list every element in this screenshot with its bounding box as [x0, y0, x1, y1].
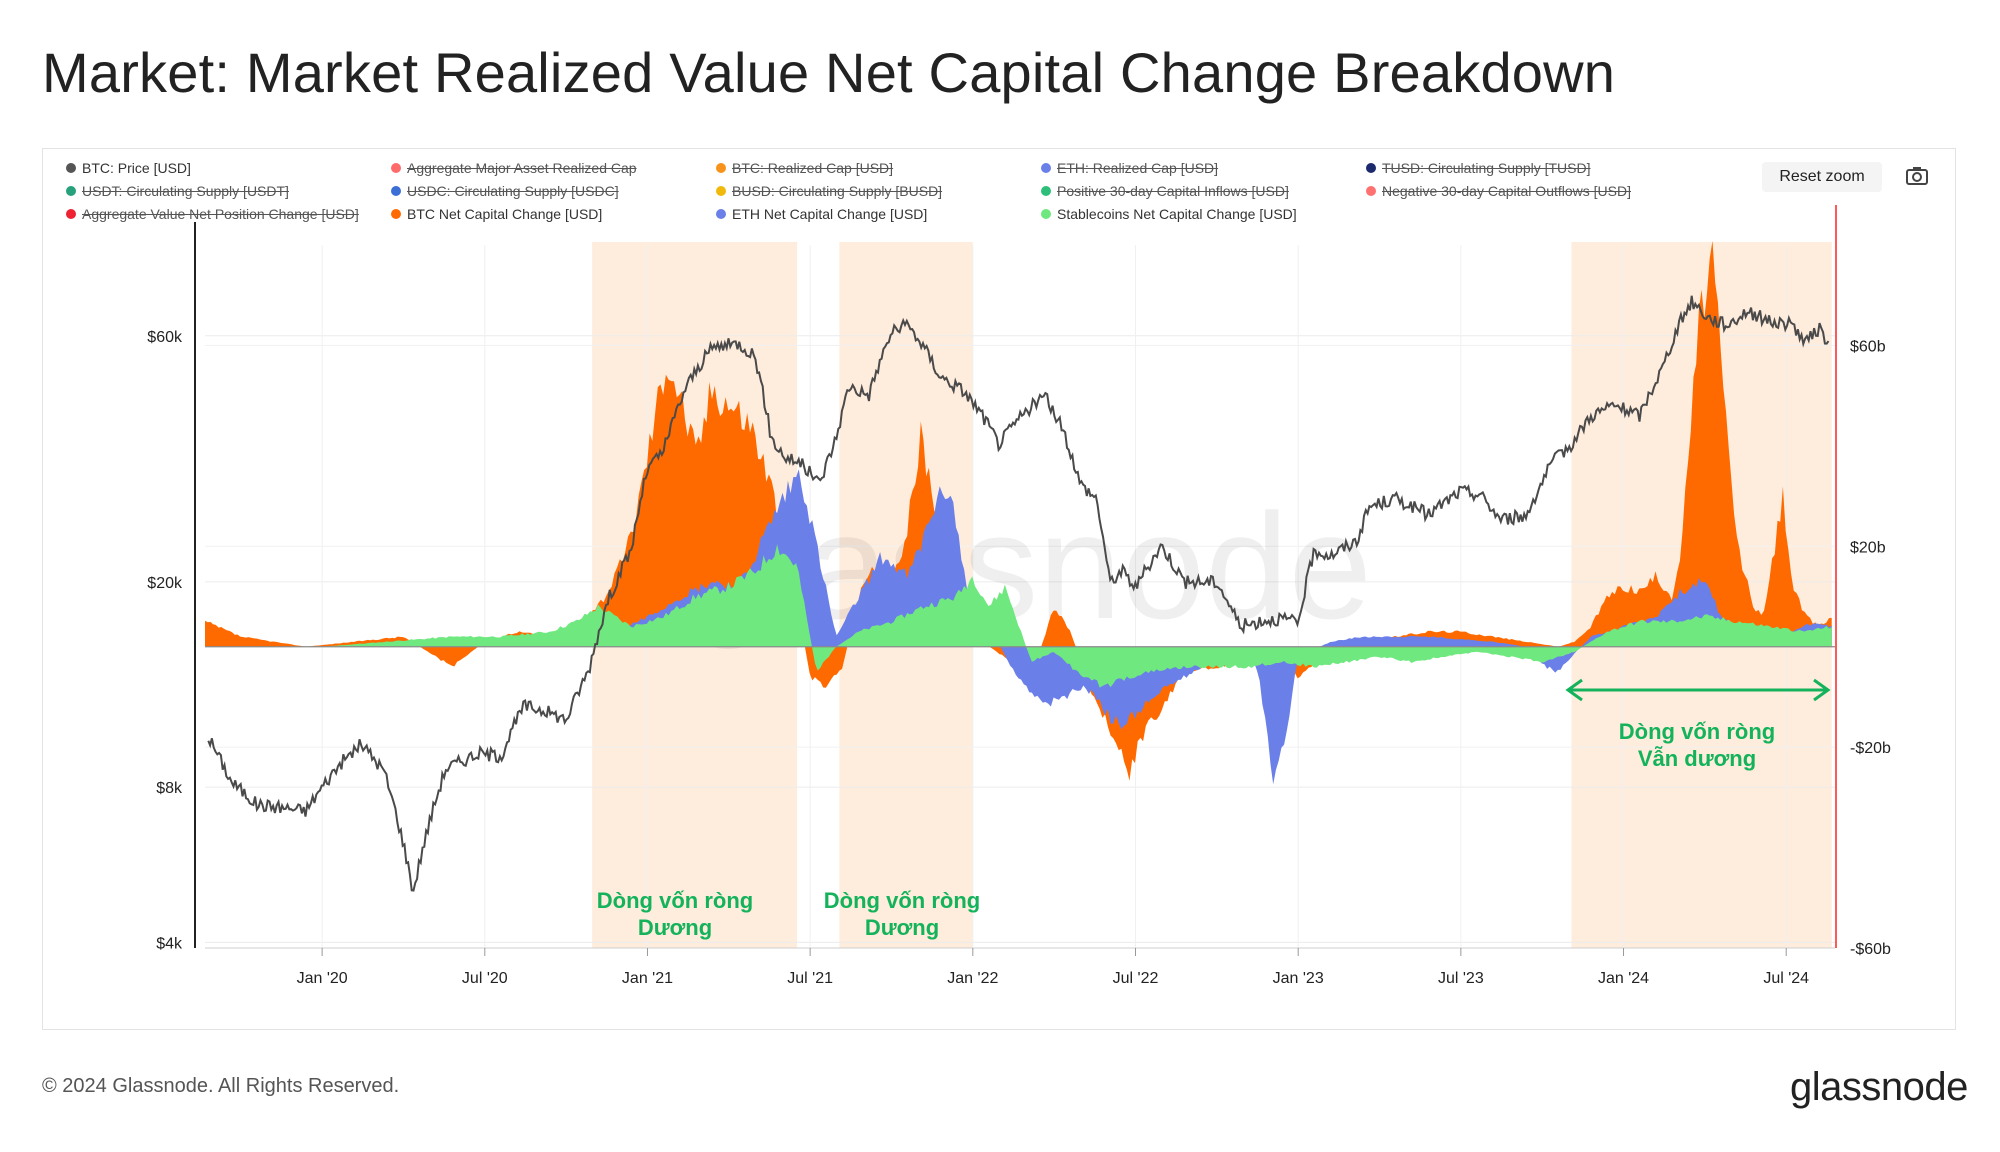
legend-item[interactable]: ETH: Realized Cap [USD]: [1041, 160, 1218, 176]
legend-item[interactable]: BTC: Price [USD]: [66, 160, 191, 176]
annotation-positive-3-line2: Vẫn dương: [1638, 746, 1756, 771]
legend-label: TUSD: Circulating Supply [TUSD]: [1382, 160, 1591, 176]
left-tick-label: $4k: [156, 935, 183, 952]
legend-dot-icon: [66, 186, 76, 196]
legend-item[interactable]: USDT: Circulating Supply [USDT]: [66, 183, 289, 199]
legend-item[interactable]: USDC: Circulating Supply [USDC]: [391, 183, 619, 199]
legend-label: Aggregate Major Asset Realized Cap: [407, 160, 637, 176]
legend-item[interactable]: BTC: Realized Cap [USD]: [716, 160, 893, 176]
legend-item[interactable]: TUSD: Circulating Supply [TUSD]: [1366, 160, 1591, 176]
chart-panel: [42, 148, 1956, 1030]
legend-item[interactable]: Aggregate Major Asset Realized Cap: [391, 160, 637, 176]
annotation-positive-1-line2: Dương: [638, 915, 712, 940]
x-tick-label: Jan '23: [1273, 970, 1324, 987]
left-tick-label: $60k: [147, 329, 183, 346]
annotation-positive-3-line1: Dòng vốn ròng: [1619, 719, 1775, 744]
legend-dot-icon: [1041, 186, 1051, 196]
annotation-positive-2-line1: Dòng vốn ròng: [824, 888, 980, 913]
legend-dot-icon: [1366, 163, 1376, 173]
legend-label: BUSD: Circulating Supply [BUSD]: [732, 183, 943, 199]
annotation-positive-1-line1: Dòng vốn ròng: [597, 888, 753, 913]
legend-label: USDT: Circulating Supply [USDT]: [82, 183, 289, 199]
legend-item[interactable]: Negative 30-day Capital Outflows [USD]: [1366, 183, 1631, 199]
legend-dot-icon: [66, 163, 76, 173]
legend-dot-icon: [716, 209, 726, 219]
glassnode-logo: glassnode: [1790, 1065, 1968, 1109]
legend-dot-icon: [716, 186, 726, 196]
copyright: © 2024 Glassnode. All Rights Reserved.: [42, 1075, 400, 1097]
legend-item[interactable]: ETH Net Capital Change [USD]: [716, 206, 927, 222]
x-tick-label: Jul '24: [1763, 970, 1809, 987]
legend-item[interactable]: Positive 30-day Capital Inflows [USD]: [1041, 183, 1289, 199]
legend-dot-icon: [391, 209, 401, 219]
legend-item[interactable]: BUSD: Circulating Supply [BUSD]: [716, 183, 942, 199]
right-tick-label: $20b: [1850, 539, 1886, 556]
left-tick-label: $8k: [156, 780, 183, 797]
legend-label: BTC: Price [USD]: [82, 160, 191, 176]
x-tick-label: Jul '20: [462, 970, 508, 987]
x-tick-label: Jan '21: [622, 970, 673, 987]
x-tick-label: Jul '22: [1113, 970, 1159, 987]
legend-label: Aggregate Value Net Position Change [USD…: [82, 206, 359, 222]
legend-label: Negative 30-day Capital Outflows [USD]: [1382, 183, 1631, 199]
double-arrow: [1565, 678, 1831, 702]
legend-item[interactable]: Stablecoins Net Capital Change [USD]: [1041, 206, 1297, 222]
right-tick-label: -$60b: [1850, 941, 1891, 958]
series-area-stablecoins: [205, 544, 1832, 688]
page-title: Market: Market Realized Value Net Capita…: [42, 41, 1616, 104]
annotation-positive-2-line2: Dương: [865, 915, 939, 940]
x-tick-label: Jan '22: [947, 970, 998, 987]
legend-item[interactable]: Aggregate Value Net Position Change [USD…: [66, 206, 359, 222]
x-tick-label: Jul '21: [787, 970, 833, 987]
btc-price-line: [207, 295, 1830, 892]
legend-dot-icon: [716, 163, 726, 173]
legend-label: Positive 30-day Capital Inflows [USD]: [1057, 183, 1289, 199]
right-tick-label: -$20b: [1850, 740, 1891, 757]
legend-dot-icon: [1041, 209, 1051, 219]
x-tick-label: Jan '24: [1598, 970, 1649, 987]
legend-dot-icon: [1041, 163, 1051, 173]
legend-label: BTC Net Capital Change [USD]: [407, 206, 603, 222]
legend-dot-icon: [391, 186, 401, 196]
legend-label: BTC: Realized Cap [USD]: [732, 160, 894, 176]
legend-dot-icon: [66, 209, 76, 219]
legend-dot-icon: [391, 163, 401, 173]
x-tick-label: Jan '20: [297, 970, 348, 987]
legend-label: USDC: Circulating Supply [USDC]: [407, 183, 619, 199]
reset-zoom-button[interactable]: Reset zoom: [1762, 162, 1882, 192]
left-tick-label: $20k: [147, 575, 183, 592]
legend-label: ETH Net Capital Change [USD]: [732, 206, 928, 222]
x-tick-label: Jul '23: [1438, 970, 1484, 987]
legend-label: Stablecoins Net Capital Change [USD]: [1057, 206, 1297, 222]
camera-icon[interactable]: [1906, 166, 1928, 186]
legend-dot-icon: [1366, 186, 1376, 196]
legend-label: ETH: Realized Cap [USD]: [1057, 160, 1219, 176]
legend-item[interactable]: BTC Net Capital Change [USD]: [391, 206, 602, 222]
right-tick-label: $60b: [1850, 338, 1886, 355]
